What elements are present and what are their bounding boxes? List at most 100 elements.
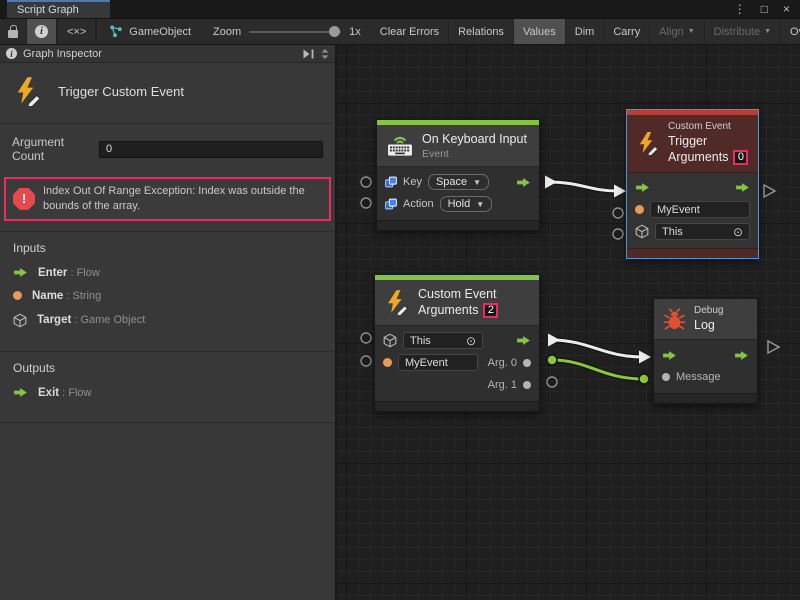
- zoom-slider[interactable]: [249, 25, 342, 37]
- wire-custom-to-debug[interactable]: [548, 333, 651, 364]
- lock-icon: [8, 24, 18, 38]
- custom-event-icon: [13, 76, 43, 106]
- keyboard-icon: [386, 134, 414, 157]
- carry-button[interactable]: Carry: [604, 19, 651, 44]
- arg1-row: Arg. 1: [375, 374, 539, 396]
- clear-errors-button[interactable]: Clear Errors: [371, 19, 450, 44]
- flow-arrow-icon: [13, 387, 28, 398]
- string-port[interactable]: [635, 205, 644, 214]
- node-kind: Debug: [694, 305, 724, 316]
- node-custom-event[interactable]: Custom Event Arguments 2 This ⊙ MyEvent: [374, 274, 540, 412]
- node-title: Custom Event: [418, 287, 497, 301]
- align-button[interactable]: Align ▼: [650, 19, 705, 44]
- outputs-section: Outputs Exit : Flow: [0, 350, 335, 423]
- message-port[interactable]: [662, 373, 670, 382]
- flow-in-port[interactable]: [635, 182, 650, 193]
- node-on-keyboard-input[interactable]: On Keyboard Input Event Key Space ▼ Acti…: [376, 119, 540, 232]
- event-name-field[interactable]: MyEvent: [650, 201, 750, 218]
- zoom-slider-handle[interactable]: [329, 25, 341, 37]
- action-dropdown[interactable]: Hold ▼: [439, 196, 493, 213]
- node-title: On Keyboard Input: [422, 132, 527, 146]
- toolbar-spacer: [57, 19, 58, 44]
- input-row-name: Name : String: [13, 290, 322, 302]
- argument-count-row: Argument Count: [0, 124, 335, 170]
- error-box: ! Index Out Of Range Exception: Index wa…: [4, 177, 331, 221]
- argument-count-label: Argument Count: [12, 135, 65, 163]
- node-footer: [627, 247, 758, 258]
- target-dropdown[interactable]: This ⊙: [403, 332, 483, 349]
- wire-arg0-to-message[interactable]: [546, 354, 650, 385]
- cube-icon: [13, 313, 27, 328]
- dock-panel-icon[interactable]: [302, 49, 315, 59]
- message-label: Message: [676, 371, 721, 384]
- chevron-down-icon: ▼: [476, 199, 485, 209]
- menu-icon[interactable]: ⋮: [733, 2, 746, 16]
- node-header: Custom Event Trigger Arguments 0: [627, 115, 758, 173]
- arg1-port[interactable]: [523, 380, 531, 389]
- spinner-arrows-icon[interactable]: [321, 48, 329, 60]
- code-icon: <×>: [67, 25, 87, 38]
- flow-out-port[interactable]: [516, 335, 531, 346]
- code-view-button[interactable]: <×>: [58, 19, 97, 44]
- node-footer: [654, 393, 757, 404]
- chevron-down-icon: ▼: [687, 28, 695, 35]
- target-row: This ⊙: [375, 330, 539, 352]
- maximize-icon[interactable]: □: [760, 2, 768, 16]
- key-dropdown[interactable]: Space ▼: [427, 174, 490, 191]
- event-name-field[interactable]: MyEvent: [398, 354, 478, 371]
- close-icon[interactable]: ×: [782, 2, 790, 16]
- lock-button[interactable]: [0, 19, 27, 44]
- target-dropdown[interactable]: This ⊙: [655, 223, 750, 240]
- flow-out-port[interactable]: [516, 177, 531, 188]
- tab-title: Script Graph: [17, 4, 79, 16]
- node-header: On Keyboard Input Event: [377, 125, 539, 168]
- chevron-down-icon: ▼: [764, 28, 772, 35]
- flow-out-port[interactable]: [735, 182, 750, 193]
- wire-keyboard-to-trigger[interactable]: [545, 175, 626, 198]
- flow-in-port[interactable]: [662, 350, 677, 361]
- zoom-control: Zoom 1x: [203, 19, 371, 44]
- dim-button[interactable]: Dim: [566, 19, 605, 44]
- info-icon: i: [6, 48, 17, 59]
- arg0-label: Arg. 0: [487, 356, 517, 369]
- node-subtitle: Event: [422, 148, 449, 161]
- inspector-toggle-button[interactable]: i: [27, 19, 57, 44]
- gameobject-icon: [109, 25, 123, 38]
- string-port[interactable]: [383, 358, 392, 367]
- port-row-action: Action Hold ▼: [377, 193, 539, 215]
- arguments-value-error[interactable]: 2: [483, 302, 499, 318]
- arguments-label: Arguments: [668, 150, 729, 165]
- graph-canvas[interactable]: On Keyboard Input Event Key Space ▼ Acti…: [337, 45, 800, 600]
- arguments-value-error[interactable]: 0: [733, 149, 749, 165]
- event-name-row: MyEvent: [627, 199, 758, 221]
- page-title: Trigger Custom Event: [58, 83, 184, 99]
- string-dot-icon: [13, 291, 22, 301]
- arg0-port[interactable]: [523, 358, 531, 367]
- gameobject-chip[interactable]: GameObject: [97, 19, 203, 44]
- unconnected-ports[interactable]: [360, 176, 781, 388]
- event-color-bar: [377, 120, 539, 125]
- node-debug-log[interactable]: Debug Log Message: [653, 298, 758, 405]
- inputs-section: Inputs Enter : Flow Name : String Target…: [0, 230, 335, 351]
- target-icon: ⊙: [732, 224, 743, 239]
- node-kind: Custom Event: [668, 121, 731, 132]
- argument-count-input[interactable]: [98, 140, 323, 158]
- custom-event-icon: [384, 289, 410, 315]
- wire-layer: [360, 175, 781, 388]
- flow-arrow-icon: [13, 267, 28, 278]
- cube-port[interactable]: [383, 333, 397, 348]
- tab-strip: Script Graph ⋮ □ ×: [0, 0, 800, 18]
- distribute-button[interactable]: Distribute ▼: [705, 19, 782, 44]
- message-row: Message: [654, 366, 757, 388]
- values-button[interactable]: Values: [513, 19, 566, 44]
- target-row: This ⊙: [627, 221, 758, 243]
- tab-script-graph[interactable]: Script Graph: [7, 0, 110, 18]
- output-row-exit: Exit : Flow: [13, 387, 322, 399]
- graph-toolbar: i <×> GameObject Zoom 1x Clear Errors Re…: [0, 18, 800, 45]
- flow-out-port[interactable]: [734, 350, 749, 361]
- overview-button[interactable]: Overv: [781, 19, 800, 44]
- node-trigger-custom-event[interactable]: Custom Event Trigger Arguments 0 MyEvent: [626, 109, 759, 259]
- relations-button[interactable]: Relations: [449, 19, 514, 44]
- cube-port[interactable]: [635, 224, 649, 239]
- event-name-row: MyEvent Arg. 0: [375, 352, 539, 374]
